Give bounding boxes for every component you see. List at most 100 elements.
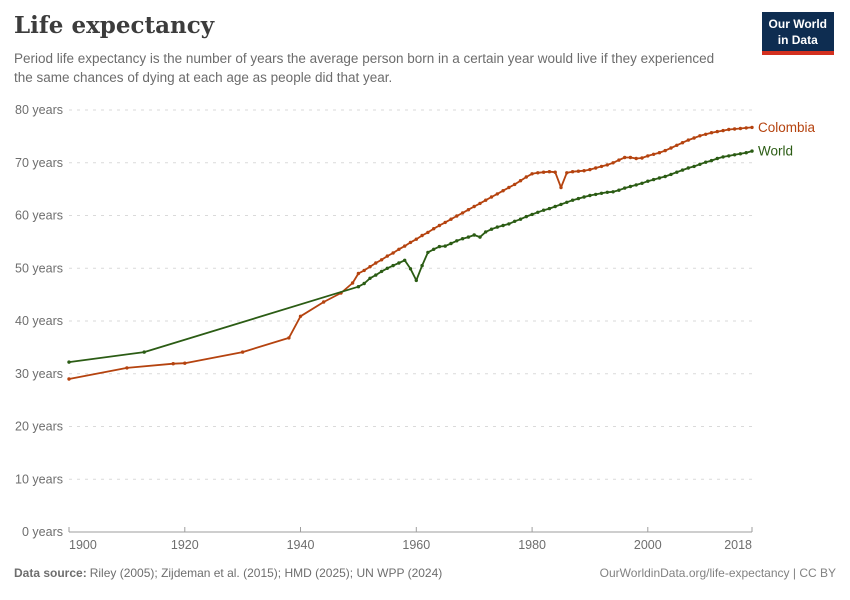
x-tick-label: 1920 [171, 538, 199, 552]
data-point [426, 250, 430, 255]
data-point [657, 176, 662, 180]
data-point [721, 128, 725, 133]
data-point [559, 202, 563, 207]
data-point [623, 186, 627, 190]
data-point [368, 276, 372, 280]
data-point [744, 126, 748, 130]
data-point [686, 166, 690, 170]
series-label-colombia[interactable]: Colombia [758, 120, 816, 135]
data-point [466, 235, 471, 239]
line-colombia[interactable] [68, 126, 753, 380]
data-point [727, 127, 731, 132]
data-point [437, 223, 442, 228]
data-point [663, 148, 667, 153]
data-point [171, 362, 175, 366]
data-point [385, 266, 389, 270]
data-point [657, 151, 662, 155]
data-point [524, 214, 528, 219]
x-tick-label: 1980 [518, 538, 546, 552]
data-point [617, 158, 621, 162]
data-point [570, 170, 575, 174]
data-point [449, 217, 453, 221]
data-point [397, 261, 401, 265]
data-point [680, 141, 685, 145]
data-point [374, 273, 378, 277]
data-point [651, 177, 656, 182]
chart-canvas[interactable]: 0 years 10 years 20 years 30 years 40 years 5… [0, 95, 850, 560]
data-point [669, 146, 673, 150]
data-point [646, 154, 650, 158]
y-tick-label: 30 years [15, 367, 63, 381]
data-point [443, 244, 447, 248]
data-point [721, 155, 725, 159]
data-point [507, 222, 511, 226]
data-point [605, 190, 609, 194]
y-tick-label: 0 years [22, 525, 63, 539]
data-point [460, 237, 465, 241]
data-point [628, 155, 633, 160]
data-point [709, 158, 714, 163]
data-point [460, 211, 465, 215]
data-point [125, 366, 129, 370]
data-point [67, 377, 71, 381]
data-point [738, 152, 743, 156]
data-point [582, 195, 586, 199]
series-label-world[interactable]: World [758, 144, 793, 159]
chart-subtitle: Period life expectancy is the number of … [14, 51, 715, 86]
data-point [634, 156, 638, 161]
data-point [698, 162, 702, 166]
data-point [507, 185, 511, 190]
data-point [744, 151, 748, 155]
line-world[interactable] [68, 150, 753, 363]
data-point [478, 235, 482, 239]
data-point [732, 153, 737, 157]
data-point [455, 239, 459, 243]
data-point [750, 125, 754, 130]
data-point [553, 170, 557, 174]
data-point [322, 300, 326, 304]
data-point [484, 198, 488, 202]
data-point [698, 134, 702, 138]
data-point [379, 258, 384, 262]
data-point [530, 212, 534, 217]
data-point [432, 247, 436, 251]
data-point [356, 271, 361, 276]
data-point [727, 154, 731, 158]
data-point [142, 350, 146, 354]
data-point [298, 314, 303, 318]
data-point [472, 204, 476, 209]
owid-url-link[interactable]: OurWorldinData.org/life-expectancy | CC … [599, 566, 836, 580]
y-tick-label: 10 years [15, 472, 63, 486]
data-point [680, 168, 685, 172]
x-tick-label: 1960 [402, 538, 430, 552]
data-point [403, 258, 407, 262]
data-point [513, 219, 517, 223]
data-point [397, 247, 401, 251]
data-point [576, 196, 581, 201]
data-point [414, 237, 418, 241]
data-point [623, 155, 627, 160]
data-source-note: Data source: Riley (2005); Zijdeman et al… [14, 566, 442, 580]
data-point [489, 227, 494, 231]
owid-logo[interactable]: Our World in Data [761, 12, 834, 56]
data-point [368, 265, 372, 269]
data-point [518, 179, 523, 183]
x-tick-label: 1900 [69, 538, 97, 552]
data-point [67, 360, 71, 364]
data-point [709, 131, 714, 135]
logo-line-2: in Data [777, 32, 818, 47]
data-source-label: Data source: [14, 566, 87, 580]
data-point [611, 161, 615, 165]
data-point [582, 169, 586, 173]
data-point [432, 227, 436, 231]
data-point [692, 136, 696, 140]
data-point [356, 285, 361, 289]
data-point [414, 278, 418, 283]
data-point [287, 336, 291, 340]
data-point [599, 164, 604, 169]
data-point [565, 171, 569, 175]
data-point [646, 179, 650, 183]
y-tick-label: 60 years [15, 209, 63, 223]
data-point [594, 166, 598, 170]
